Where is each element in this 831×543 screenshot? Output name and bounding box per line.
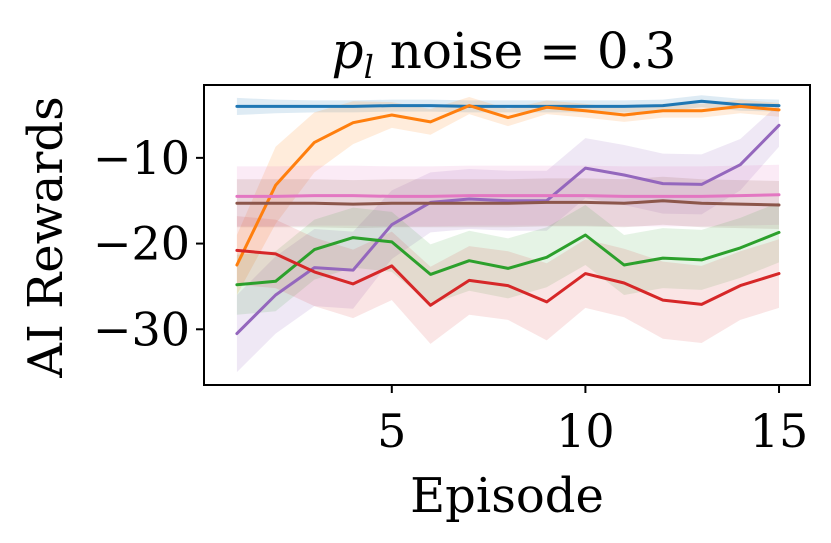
x-axis-label: Episode [410, 468, 604, 524]
series-line-2 [235, 104, 781, 267]
y-tick-label: −20 [93, 217, 190, 271]
y-axis-ticks: −10 −20 −30 [93, 131, 204, 356]
title-variable: p [332, 22, 364, 80]
title-rest: noise = 0.3 [374, 22, 677, 80]
y-tick-label: −10 [93, 131, 190, 185]
series-line-1 [235, 99, 781, 108]
confidence-bands [236, 95, 779, 373]
series-line-4 [235, 193, 781, 198]
series-band-3 [236, 103, 779, 373]
series-line-5 [235, 199, 781, 207]
chart-title: pl noise = 0.3 [332, 22, 677, 86]
title-subscript: l [364, 48, 374, 86]
series-line-6 [235, 230, 781, 287]
x-tick-label: 15 [750, 404, 809, 458]
y-axis-label: AI Rewards [18, 96, 74, 378]
series-line-7 [235, 248, 781, 307]
y-tick-label: −30 [93, 302, 190, 356]
series-band-6 [236, 202, 779, 315]
x-tick-label: 10 [556, 404, 615, 458]
series-lines [235, 99, 781, 336]
plot-frame [203, 84, 811, 386]
x-axis-ticks: 5 10 15 [377, 385, 808, 458]
series-line-3 [235, 123, 781, 336]
x-tick-label: 5 [377, 404, 406, 458]
